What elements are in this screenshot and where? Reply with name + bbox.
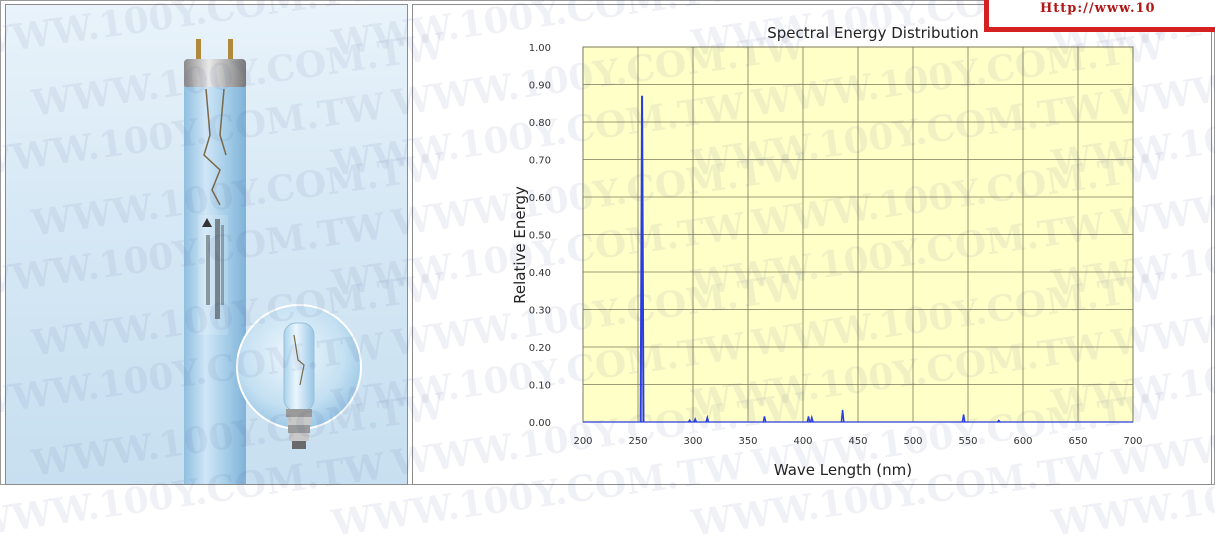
- y-tick-label: 0.60: [529, 193, 551, 204]
- y-tick-label: 0.00: [529, 418, 551, 429]
- y-tick-label: 0.50: [529, 231, 551, 242]
- chart-title: Spectral Energy Distribution: [767, 24, 979, 42]
- x-tick-label: 700: [1123, 436, 1142, 447]
- grid-lines: [582, 46, 1134, 423]
- y-axis-ticks: 0.00 0.10 0.20 0.30 0.40 0.50 0.60 0.70 0.80 0.90…: [529, 43, 551, 429]
- x-tick-label: 200: [573, 436, 592, 447]
- y-tick-label: 0.80: [529, 118, 551, 129]
- spectrum-peak: [705, 414, 710, 423]
- x-tick-label: 400: [793, 436, 812, 447]
- lamp-label: [198, 215, 228, 335]
- y-tick-label: 0.70: [529, 156, 551, 167]
- y-axis-label: Relative Energy: [511, 186, 529, 304]
- small-bulb-filament: [293, 334, 305, 386]
- small-bulb-screw-base: [286, 409, 312, 449]
- spectrum-peak: [693, 416, 698, 423]
- x-tick-label: 250: [628, 436, 647, 447]
- y-tick-label: 0.20: [529, 343, 551, 354]
- spectrum-peak: [809, 414, 814, 423]
- small-bulb-glass: [283, 322, 315, 412]
- x-tick-label: 650: [1068, 436, 1087, 447]
- spectrum-peak: [762, 416, 767, 423]
- lamp-filament: [203, 88, 221, 206]
- x-tick-label: 350: [738, 436, 757, 447]
- x-tick-label: 500: [903, 436, 922, 447]
- y-tick-label: 0.90: [529, 81, 551, 92]
- spectrum-peak: [840, 409, 845, 423]
- watermark-badge: [984, 0, 1215, 32]
- series-spectrum: [583, 95, 1133, 423]
- y-tick-label: 0.10: [529, 381, 551, 392]
- y-tick-label: 0.40: [529, 268, 551, 279]
- spectrum-peak: [997, 419, 1001, 423]
- x-tick-label: 300: [683, 436, 702, 447]
- spectrum-peak: [639, 95, 645, 423]
- y-tick-label: 0.30: [529, 306, 551, 317]
- x-axis-label: Wave Length (nm): [774, 461, 912, 479]
- lamp-illustration: [184, 39, 362, 487]
- x-tick-label: 550: [958, 436, 977, 447]
- x-tick-label: 600: [1013, 436, 1032, 447]
- spectrum-peak: [806, 416, 811, 423]
- lamp-pin-left: [196, 39, 201, 61]
- spectral-chart: 0.00 0.10 0.20 0.30 0.40 0.50 0.60 0.70 0.80 0.90…: [511, 24, 1143, 479]
- lamp-end-cap: [184, 59, 246, 89]
- spectral-chart-panel: 0.00 0.10 0.20 0.30 0.40 0.50 0.60 0.70 0.80 0.90…: [412, 4, 1212, 485]
- x-tick-label: 450: [848, 436, 867, 447]
- lamp-pin-right: [228, 39, 233, 61]
- spectrum-peak: [961, 414, 966, 423]
- spectrum-peak: [687, 418, 692, 423]
- watermark-badge-text: Http://www.10: [1040, 1, 1156, 16]
- product-photo-panel: [5, 4, 408, 487]
- y-tick-label: 1.00: [529, 43, 551, 54]
- x-axis-ticks: 200 250 300 350 400 450 500 550 600 650 700: [573, 436, 1142, 447]
